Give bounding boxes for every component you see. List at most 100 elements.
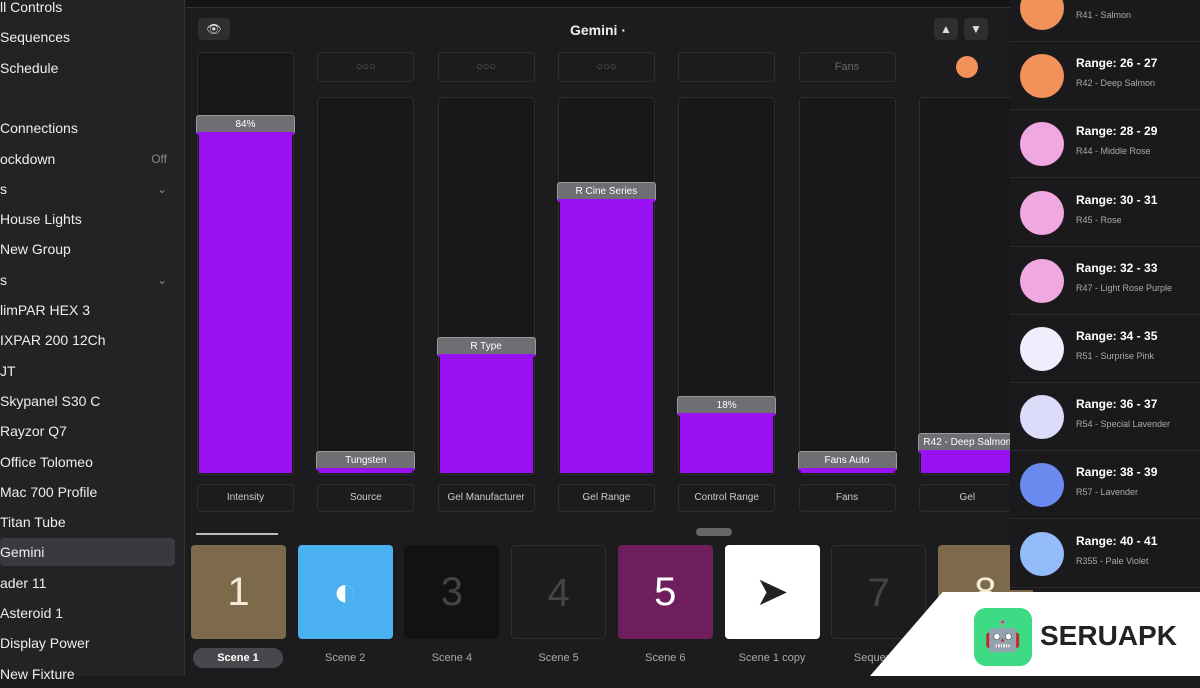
fader-handle[interactable]: R Cine Series [556, 182, 656, 203]
fader-options-button[interactable]: ○○○ [317, 52, 415, 82]
gel-name: R41 - Salmon [1076, 10, 1132, 20]
fader-handle[interactable]: R Type [436, 336, 536, 357]
scene-label[interactable]: Scene 5 [538, 652, 579, 664]
scene-tile[interactable]: 5 [617, 545, 713, 639]
gel-item[interactable]: R41 - Salmon [1010, 0, 1200, 42]
sidebar-item[interactable]: s ⌄ [0, 266, 175, 294]
fader-column: R42 - Deep Salmon Gel [917, 52, 1010, 512]
sidebar-item[interactable]: Mac 700 Profile [0, 478, 175, 506]
sidebar-item[interactable]: New Group [0, 235, 175, 263]
sidebar-item[interactable]: limPAR HEX 3 [0, 296, 175, 324]
sidebar-item[interactable]: JT [0, 357, 175, 385]
chevron-down-icon[interactable]: ⌄ [156, 181, 167, 196]
sidebar-item[interactable]: Display Power [0, 629, 175, 657]
sidebar-item-label: New Group [0, 241, 71, 258]
fader-handle[interactable]: 84% [196, 115, 295, 136]
sidebar-item-label: Schedule [0, 59, 59, 76]
sidebar-item[interactable]: House Lights [0, 205, 175, 233]
sidebar-item-label: Asteroid 1 [0, 605, 64, 621]
gel-item[interactable]: Range: 36 - 37 R54 - Special Lavender [1010, 383, 1200, 452]
sidebar-item[interactable]: Sequences [0, 23, 175, 51]
sidebar-item[interactable]: ader 11 [0, 569, 175, 597]
gel-range: Range: 34 - 35 [1076, 329, 1158, 343]
sidebar-item-label: Mac 700 Profile [0, 483, 98, 500]
fader-handle[interactable]: Fans Auto [797, 450, 897, 471]
gel-item[interactable]: Range: 38 - 39 R57 - Lavender [1010, 451, 1200, 520]
scene-tile[interactable]: ➤ [724, 545, 820, 639]
gel-name: R54 - Special Lavender [1076, 419, 1171, 430]
gel-item[interactable]: Range: 40 - 41 R355 - Pale Violet [1010, 520, 1200, 588]
gel-list[interactable]: R41 - Salmon Range: 26 - 27 R42 - Deep Sal… [1010, 0, 1200, 590]
gel-item[interactable]: Range: 32 - 33 R47 - Light Rose Purple [1010, 247, 1200, 315]
scene-label[interactable]: Scene 4 [431, 652, 473, 664]
sidebar-item[interactable]: IXPAR 200 12Ch [0, 326, 175, 354]
chevron-down-icon[interactable]: ⌄ [156, 272, 167, 287]
sidebar-item-label: Sequences [0, 29, 71, 46]
fader-options-button[interactable]: ○○○ [557, 52, 655, 82]
gel-swatch [1020, 0, 1064, 30]
fader-track[interactable]: R Type [436, 97, 536, 475]
fader-track[interactable]: Fans Auto [797, 97, 897, 475]
sidebar-item[interactable]: Gemini [0, 538, 175, 567]
sidebar-item[interactable]: Office Tolomeo [0, 448, 175, 476]
scene-label[interactable]: Scene 2 [325, 652, 366, 664]
fader-track[interactable]: R42 - Deep Salmon [917, 97, 1010, 475]
sidebar-item-label: Connections [0, 120, 78, 137]
scene-label[interactable]: Scene 1 [193, 648, 283, 668]
gel-swatch [1020, 122, 1064, 167]
gel-swatch [1020, 395, 1064, 440]
fader-label: Control Range [678, 484, 776, 512]
sidebar-item[interactable]: Rayzor Q7 [0, 417, 175, 445]
sidebar-item[interactable]: ll Controls [0, 0, 175, 21]
sidebar-item[interactable]: Schedule [0, 54, 175, 82]
gel-name: R355 - Pale Violet [1076, 555, 1149, 566]
sidebar-item-label: ll Controls [0, 0, 63, 15]
gel-item[interactable]: Range: 26 - 27 R42 - Deep Salmon [1010, 42, 1200, 111]
fader-track[interactable]: R Cine Series [556, 97, 656, 475]
fader-track[interactable]: 84% [196, 52, 295, 475]
down-button[interactable]: ▼ [964, 18, 988, 40]
gel-item[interactable]: Range: 34 - 35 R51 - Surprise Pink [1010, 315, 1200, 383]
fader-column: 18% Control Range [677, 52, 777, 512]
fader-label: Gel [918, 484, 1010, 512]
sidebar-item[interactable]: New Fixture [0, 660, 175, 688]
sidebar-item[interactable]: ockdown Off [0, 145, 175, 173]
gel-swatch [1020, 531, 1064, 576]
sidebar-item-label: JT [0, 362, 16, 379]
sidebar-item-label: ader 11 [0, 574, 47, 591]
fader-options-button[interactable] [678, 52, 776, 82]
gel-swatch [1020, 54, 1064, 99]
eye-icon[interactable]: 👁 [198, 18, 230, 40]
fader-handle[interactable]: 18% [677, 395, 777, 416]
sidebar-item[interactable]: Connections [0, 114, 175, 142]
drag-handle[interactable] [696, 528, 732, 536]
up-button[interactable]: ▲ [934, 18, 958, 40]
sidebar-item[interactable]: s ⌄ [0, 175, 175, 203]
scene-tile[interactable]: 4 [511, 545, 607, 639]
fader-column: Fans Fans Auto Fans [797, 52, 897, 512]
gel-range: Range: 32 - 33 [1076, 260, 1158, 275]
scene-tile[interactable]: ◐ [297, 545, 393, 639]
gel-item[interactable]: Range: 28 - 29 R44 - Middle Rose [1010, 110, 1200, 179]
gel-name: R45 - Rose [1076, 214, 1122, 225]
fader-handle[interactable]: Tungsten [316, 450, 416, 471]
fader-options-button[interactable]: Fans [798, 52, 896, 82]
sidebar-item-label: limPAR HEX 3 [0, 302, 90, 318]
scene-tile[interactable]: 7 [831, 545, 927, 639]
fader-label: Fans [798, 484, 896, 512]
fader-track[interactable]: Tungsten [316, 97, 416, 475]
gel-item[interactable]: Range: 30 - 31 R45 - Rose [1010, 179, 1200, 247]
sidebar-item[interactable] [0, 84, 175, 112]
scene-tile[interactable]: 3 [404, 545, 500, 639]
sidebar-item[interactable]: Asteroid 1 [0, 599, 175, 627]
gel-range: Range: 26 - 27 [1076, 56, 1158, 71]
scene-tile[interactable]: 1 [191, 545, 286, 639]
fader-track[interactable]: 18% [677, 97, 777, 475]
fader-handle[interactable]: R42 - Deep Salmon [917, 432, 1010, 453]
scene-label[interactable]: Scene 6 [645, 652, 686, 664]
scene-label[interactable]: Scene 1 copy [738, 652, 806, 664]
sidebar-item-label: Titan Tube [0, 514, 66, 531]
sidebar-item[interactable]: Skypanel S30 C [0, 387, 175, 415]
fader-options-button[interactable]: ○○○ [437, 52, 535, 82]
sidebar-item[interactable]: Titan Tube [0, 508, 175, 536]
